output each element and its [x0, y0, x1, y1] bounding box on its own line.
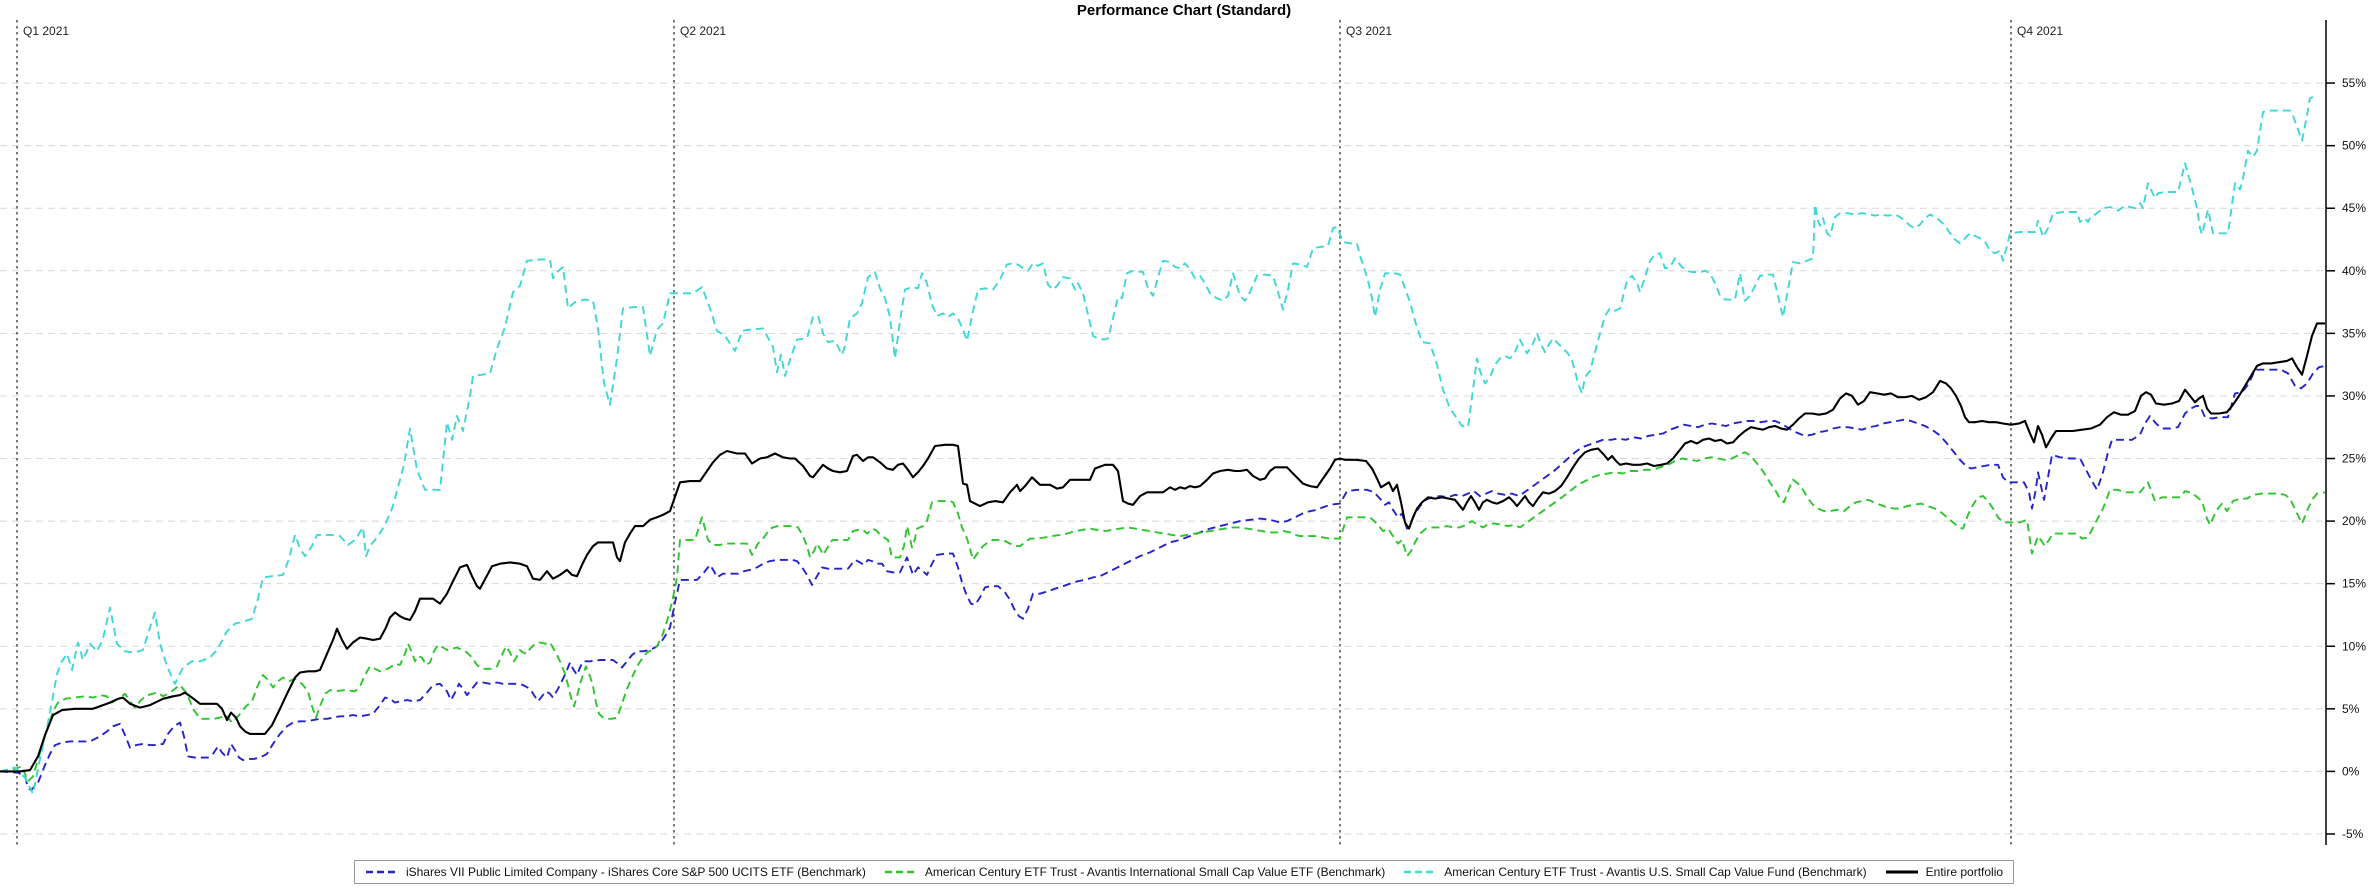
legend-label-2: American Century ETF Trust - Avantis U.S… [1444, 865, 1867, 879]
y-tick-label: 10% [2342, 639, 2366, 653]
legend-swatch-0 [365, 870, 398, 874]
legend-swatch-2 [1404, 870, 1437, 874]
legend: iShares VII Public Limited Company - iSh… [0, 860, 2368, 884]
legend-item-1[interactable]: American Century ETF Trust - Avantis Int… [884, 865, 1385, 879]
y-tick-label: 35% [2342, 326, 2366, 340]
y-tick-label: 0% [2342, 764, 2360, 778]
y-tick-label: 5% [2342, 702, 2360, 716]
legend-label-3: Entire portfolio [1925, 865, 2004, 879]
legend-item-3[interactable]: Entire portfolio [1885, 865, 2003, 879]
legend-swatch-3 [1885, 870, 1918, 874]
series-line-0 [0, 364, 2326, 792]
quarter-label: Q1 2021 [23, 24, 69, 38]
quarter-label: Q2 2021 [680, 24, 726, 38]
y-tick-label: 45% [2342, 201, 2366, 215]
y-tick-label: 25% [2342, 452, 2366, 466]
chart-title: Performance Chart (Standard) [1076, 2, 1292, 19]
legend-label-1: American Century ETF Trust - Avantis Int… [924, 865, 1386, 879]
series-line-3 [0, 322, 2325, 773]
y-tick-label: 30% [2342, 389, 2366, 403]
quarter-label: Q4 2021 [2017, 24, 2063, 38]
legend-item-2[interactable]: American Century ETF Trust - Avantis U.S… [1403, 865, 1867, 879]
legend-item-0[interactable]: iShares VII Public Limited Company - iSh… [365, 865, 866, 879]
y-tick-label: 55% [2342, 76, 2366, 90]
y-tick-label: 50% [2342, 139, 2366, 153]
legend-label-0: iShares VII Public Limited Company - iSh… [405, 865, 866, 879]
series-line-2 [0, 94, 2318, 795]
y-tick-label: 40% [2342, 264, 2366, 278]
y-tick-label: 15% [2342, 577, 2366, 591]
y-tick-label: 20% [2342, 514, 2366, 528]
series-line-1 [0, 451, 2326, 783]
y-tick-label: -5% [2342, 827, 2364, 841]
legend-box: iShares VII Public Limited Company - iSh… [353, 860, 2015, 884]
quarter-label: Q3 2021 [1346, 24, 1392, 38]
legend-swatch-1 [884, 870, 917, 874]
